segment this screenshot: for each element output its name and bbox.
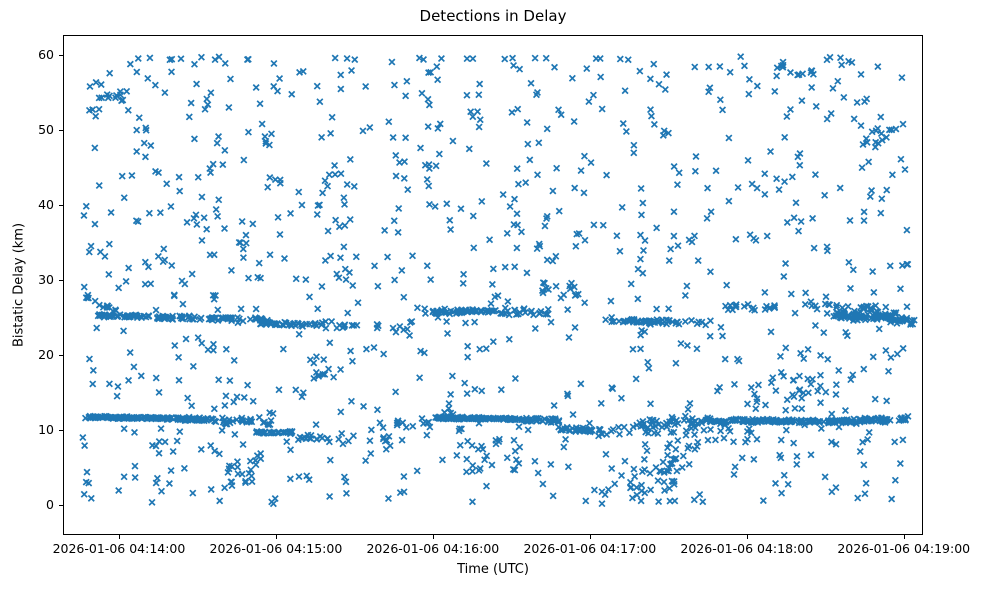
y-tick-label-3: 30 <box>38 272 54 288</box>
x-tick-mark-4 <box>746 535 748 539</box>
y-tick-label-4: 40 <box>38 197 54 213</box>
y-tick-mark-4 <box>59 205 63 207</box>
x-tick-label-2: 2026-01-06 04:16:00 <box>366 541 500 556</box>
y-tick-label-0: 0 <box>46 497 54 513</box>
x-axis-label: Time (UTC) <box>457 562 529 577</box>
x-tick-label-1: 2026-01-06 04:15:00 <box>209 541 343 556</box>
x-tick-mark-1 <box>275 535 277 539</box>
scatter-points-canvas <box>64 36 922 534</box>
x-tick-mark-3 <box>589 535 591 539</box>
y-tick-mark-3 <box>59 280 63 282</box>
y-tick-label-2: 20 <box>38 347 54 363</box>
y-tick-mark-6 <box>59 55 63 57</box>
x-tick-mark-2 <box>432 535 434 539</box>
y-tick-mark-1 <box>59 430 63 432</box>
plot-area <box>63 35 923 535</box>
y-tick-label-5: 50 <box>38 122 54 138</box>
chart-title: Detections in Delay <box>419 7 567 25</box>
x-tick-label-0: 2026-01-06 04:14:00 <box>52 541 186 556</box>
x-tick-label-3: 2026-01-06 04:17:00 <box>523 541 657 556</box>
x-tick-label-4: 2026-01-06 04:18:00 <box>680 541 814 556</box>
x-tick-mark-5 <box>903 535 905 539</box>
y-tick-label-1: 10 <box>38 422 54 438</box>
x-tick-mark-0 <box>118 535 120 539</box>
y-tick-mark-2 <box>59 355 63 357</box>
y-tick-label-6: 60 <box>38 47 54 63</box>
y-tick-mark-5 <box>59 130 63 132</box>
y-tick-mark-0 <box>59 505 63 507</box>
x-tick-label-5: 2026-01-06 04:19:00 <box>837 541 971 556</box>
